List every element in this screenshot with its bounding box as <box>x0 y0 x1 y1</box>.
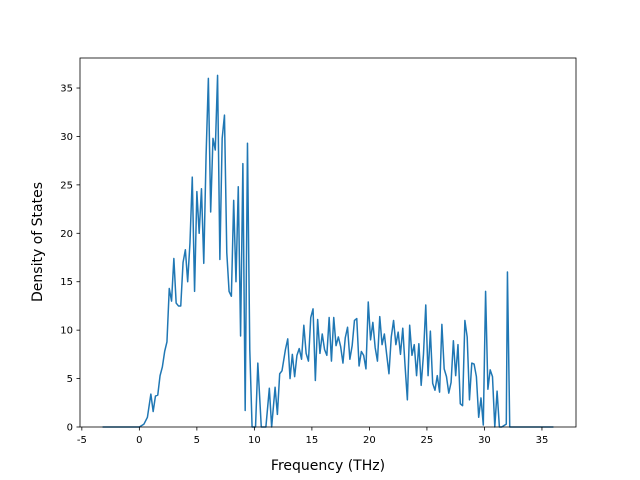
x-tick-label: 30 <box>478 435 491 446</box>
x-tick-label: 15 <box>306 435 319 446</box>
x-tick-label: -5 <box>77 435 87 446</box>
y-tick-label: 10 <box>60 326 73 337</box>
x-tick-label: 10 <box>248 435 261 446</box>
y-tick-label: 30 <box>60 132 73 143</box>
data-line <box>102 74 554 428</box>
y-tick-label: 0 <box>67 423 73 434</box>
y-tick-label: 15 <box>60 277 73 288</box>
x-tick-label: 5 <box>194 435 200 446</box>
x-tick-label: 0 <box>136 435 142 446</box>
x-tick-label: 35 <box>536 435 549 446</box>
y-axis-label: Density of States <box>30 182 46 302</box>
y-tick-label: 20 <box>60 229 73 240</box>
x-tick-label: 25 <box>421 435 434 446</box>
x-tick-label: 20 <box>363 435 376 446</box>
x-axis-label: Frequency (THz) <box>271 458 385 474</box>
plot-frame <box>79 57 577 428</box>
y-tick-label: 25 <box>60 180 73 191</box>
y-tick-label: 5 <box>67 374 73 385</box>
y-tick-label: 35 <box>60 84 73 95</box>
